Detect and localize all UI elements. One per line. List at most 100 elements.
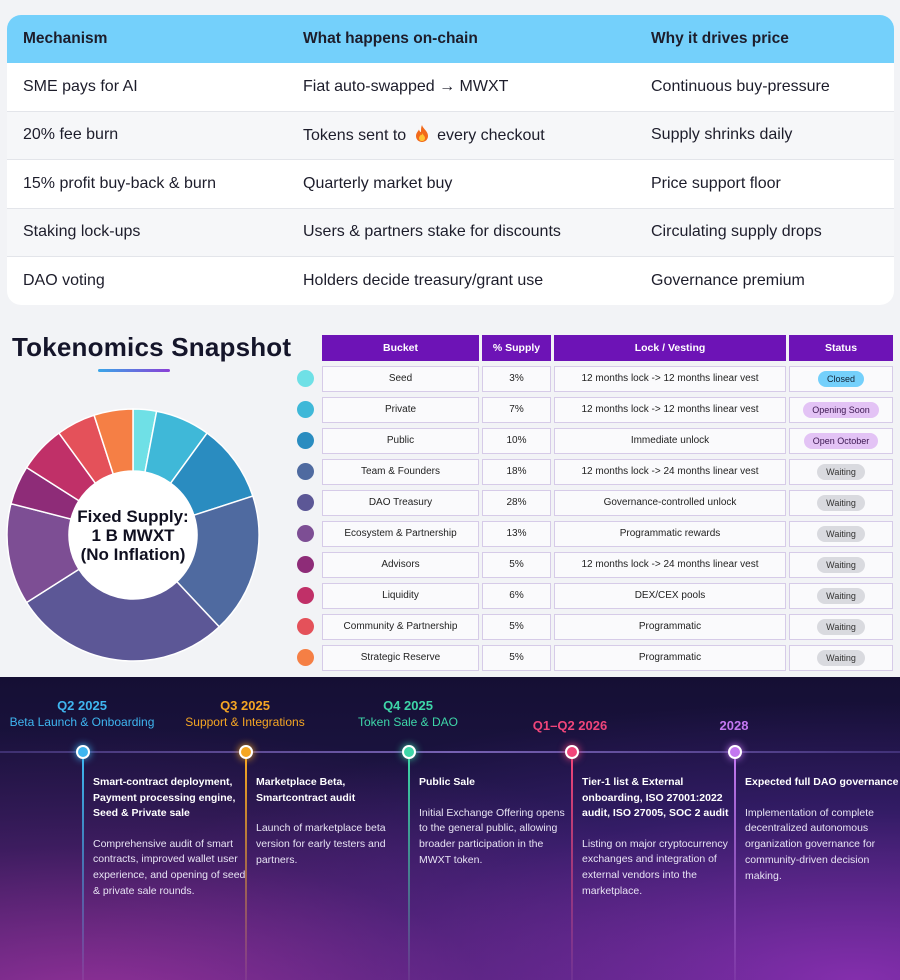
milestone-title: Marketplace Beta, Smartcontract audit <box>256 776 356 804</box>
mechanism-cell: Staking lock-ups <box>23 223 141 241</box>
table-row: Advisors 5% 12 months lock -> 24 months li… <box>297 549 897 580</box>
milestone-title: Smart-contract deployment, Payment proce… <box>93 776 236 819</box>
header-supply: % Supply <box>482 335 551 361</box>
header-mechanism: Mechanism <box>23 30 108 47</box>
bucket-cell: Ecosystem & Partnership <box>322 520 479 547</box>
legend-dot <box>297 587 314 604</box>
milestone-body: Public Sale Initial Exchange Offering ope… <box>419 775 575 869</box>
title-underline <box>98 369 170 372</box>
milestone-dot <box>239 745 253 759</box>
bucket-cell: Liquidity <box>322 582 479 609</box>
milestone-dot <box>402 745 416 759</box>
legend-dot <box>297 556 314 573</box>
allocation-table: Bucket % Supply Lock / Vesting Status Se… <box>297 335 897 673</box>
why-cell: Circulating supply drops <box>651 223 822 241</box>
milestone-connector <box>734 759 736 980</box>
table-row: Community & Partnership 5% Programmatic Wai… <box>297 611 897 642</box>
vesting-cell: 12 months lock -> 24 months linear vest <box>554 458 786 485</box>
supply-cell: 5% <box>482 644 551 671</box>
milestone-subtitle: Token Sale & DAO <box>357 715 459 729</box>
status-badge: Open October <box>803 432 879 449</box>
status-badge: Waiting <box>817 556 865 573</box>
supply-cell: 13% <box>482 520 551 547</box>
milestone-description: Listing on major cryptocurrency exchange… <box>582 837 728 897</box>
status-badge: Opening Soon <box>803 401 879 418</box>
why-cell: Supply shrinks daily <box>651 126 793 144</box>
onchain-cell: Quarterly market buy <box>303 174 453 192</box>
bucket-cell: Seed <box>322 365 479 392</box>
legend-dot <box>297 525 314 542</box>
vesting-cell: Programmatic <box>554 613 786 640</box>
bucket-cell: Community & Partnership <box>322 613 479 640</box>
mechanism-table: Mechanism What happens on-chain Why it d… <box>7 15 894 305</box>
table-row: Strategic Reserve 5% Programmatic Waiting <box>297 642 897 673</box>
milestone-heading: Q4 2025 Token Sale & DAO <box>308 697 508 730</box>
milestone-subtitle: Support & Integrations <box>185 715 305 729</box>
vesting-cell: 12 months lock -> 12 months linear vest <box>554 365 786 392</box>
table-row: 15% profit buy-back & burn Quarterly mar… <box>7 160 894 209</box>
milestone-description: Implementation of complete decentralized… <box>745 806 876 882</box>
status-cell: Open October <box>789 427 893 454</box>
vesting-cell: DEX/CEX pools <box>554 582 786 609</box>
why-cell: Price support floor <box>651 174 781 192</box>
table-row: Ecosystem & Partnership 13% Programmatic r… <box>297 518 897 549</box>
legend-dot <box>297 649 314 666</box>
status-badge: Waiting <box>817 463 865 480</box>
table-row: Private 7% 12 months lock -> 12 months lin… <box>297 394 897 425</box>
bucket-cell: DAO Treasury <box>322 489 479 516</box>
header-why: Why it drives price <box>651 30 789 47</box>
legend-dot <box>297 463 314 480</box>
milestone-description: Comprehensive audit of smart contracts, … <box>93 837 246 897</box>
table-row: Seed 3% 12 months lock -> 12 months linear… <box>297 363 897 394</box>
milestone-quarter: Q1–Q2 2026 <box>532 718 608 733</box>
milestone-connector <box>571 759 573 980</box>
table-row: DAO Treasury 28% Governance-controlled unl… <box>297 487 897 518</box>
supply-cell: 5% <box>482 551 551 578</box>
supply-cell: 5% <box>482 613 551 640</box>
table-row: Staking lock-ups Users & partners stake … <box>7 208 894 257</box>
mechanism-cell: DAO voting <box>23 272 105 290</box>
milestone-body: Smart-contract deployment, Payment proce… <box>93 775 249 900</box>
status-badge: Waiting <box>817 494 865 511</box>
vesting-cell: 12 months lock -> 12 months linear vest <box>554 396 786 423</box>
milestone-connector <box>245 759 247 980</box>
milestone-heading: Q3 2025 Support & Integrations <box>145 697 345 730</box>
mechanism-cell: 15% profit buy-back & burn <box>23 174 216 192</box>
milestone-subtitle: Beta Launch & Onboarding <box>9 715 155 729</box>
status-cell: Opening Soon <box>789 396 893 423</box>
supply-cell: 3% <box>482 365 551 392</box>
legend-dot <box>297 618 314 635</box>
header-bucket: Bucket <box>322 335 479 361</box>
status-cell: Closed <box>789 365 893 392</box>
status-badge: Waiting <box>817 525 865 542</box>
bucket-cell: Advisors <box>322 551 479 578</box>
table-row: Liquidity 6% DEX/CEX pools Waiting <box>297 580 897 611</box>
vesting-cell: Programmatic rewards <box>554 520 786 547</box>
status-badge: Waiting <box>817 649 865 666</box>
supply-cell: 10% <box>482 427 551 454</box>
table-row: DAO voting Holders decide treasury/grant… <box>7 257 894 305</box>
status-cell: Waiting <box>789 582 893 609</box>
supply-cell: 7% <box>482 396 551 423</box>
legend-dot <box>297 401 314 418</box>
why-cell: Continuous buy-pressure <box>651 77 830 95</box>
milestone-title: Expected full DAO governance <box>745 776 899 788</box>
milestone-connector <box>82 759 84 980</box>
legend-dot <box>297 432 314 449</box>
allocation-rows: Seed 3% 12 months lock -> 12 months linear… <box>297 363 897 673</box>
status-cell: Waiting <box>789 458 893 485</box>
onchain-text-post: every checkout <box>437 127 545 145</box>
status-cell: Waiting <box>789 644 893 671</box>
fire-icon <box>415 125 428 143</box>
status-badge: Closed <box>817 370 864 387</box>
status-badge: Waiting <box>817 587 865 604</box>
milestone-description: Launch of marketplace beta version for e… <box>256 822 386 866</box>
bucket-cell: Public <box>322 427 479 454</box>
supply-cell: 28% <box>482 489 551 516</box>
legend-dot <box>297 370 314 387</box>
header-status: Status <box>789 335 893 361</box>
table-row: 20% fee burn Tokens sent to every checko… <box>7 111 894 160</box>
table-row: Public 10% Immediate unlock Open October <box>297 425 897 456</box>
bucket-cell: Team & Founders <box>322 458 479 485</box>
vesting-cell: Immediate unlock <box>554 427 786 454</box>
